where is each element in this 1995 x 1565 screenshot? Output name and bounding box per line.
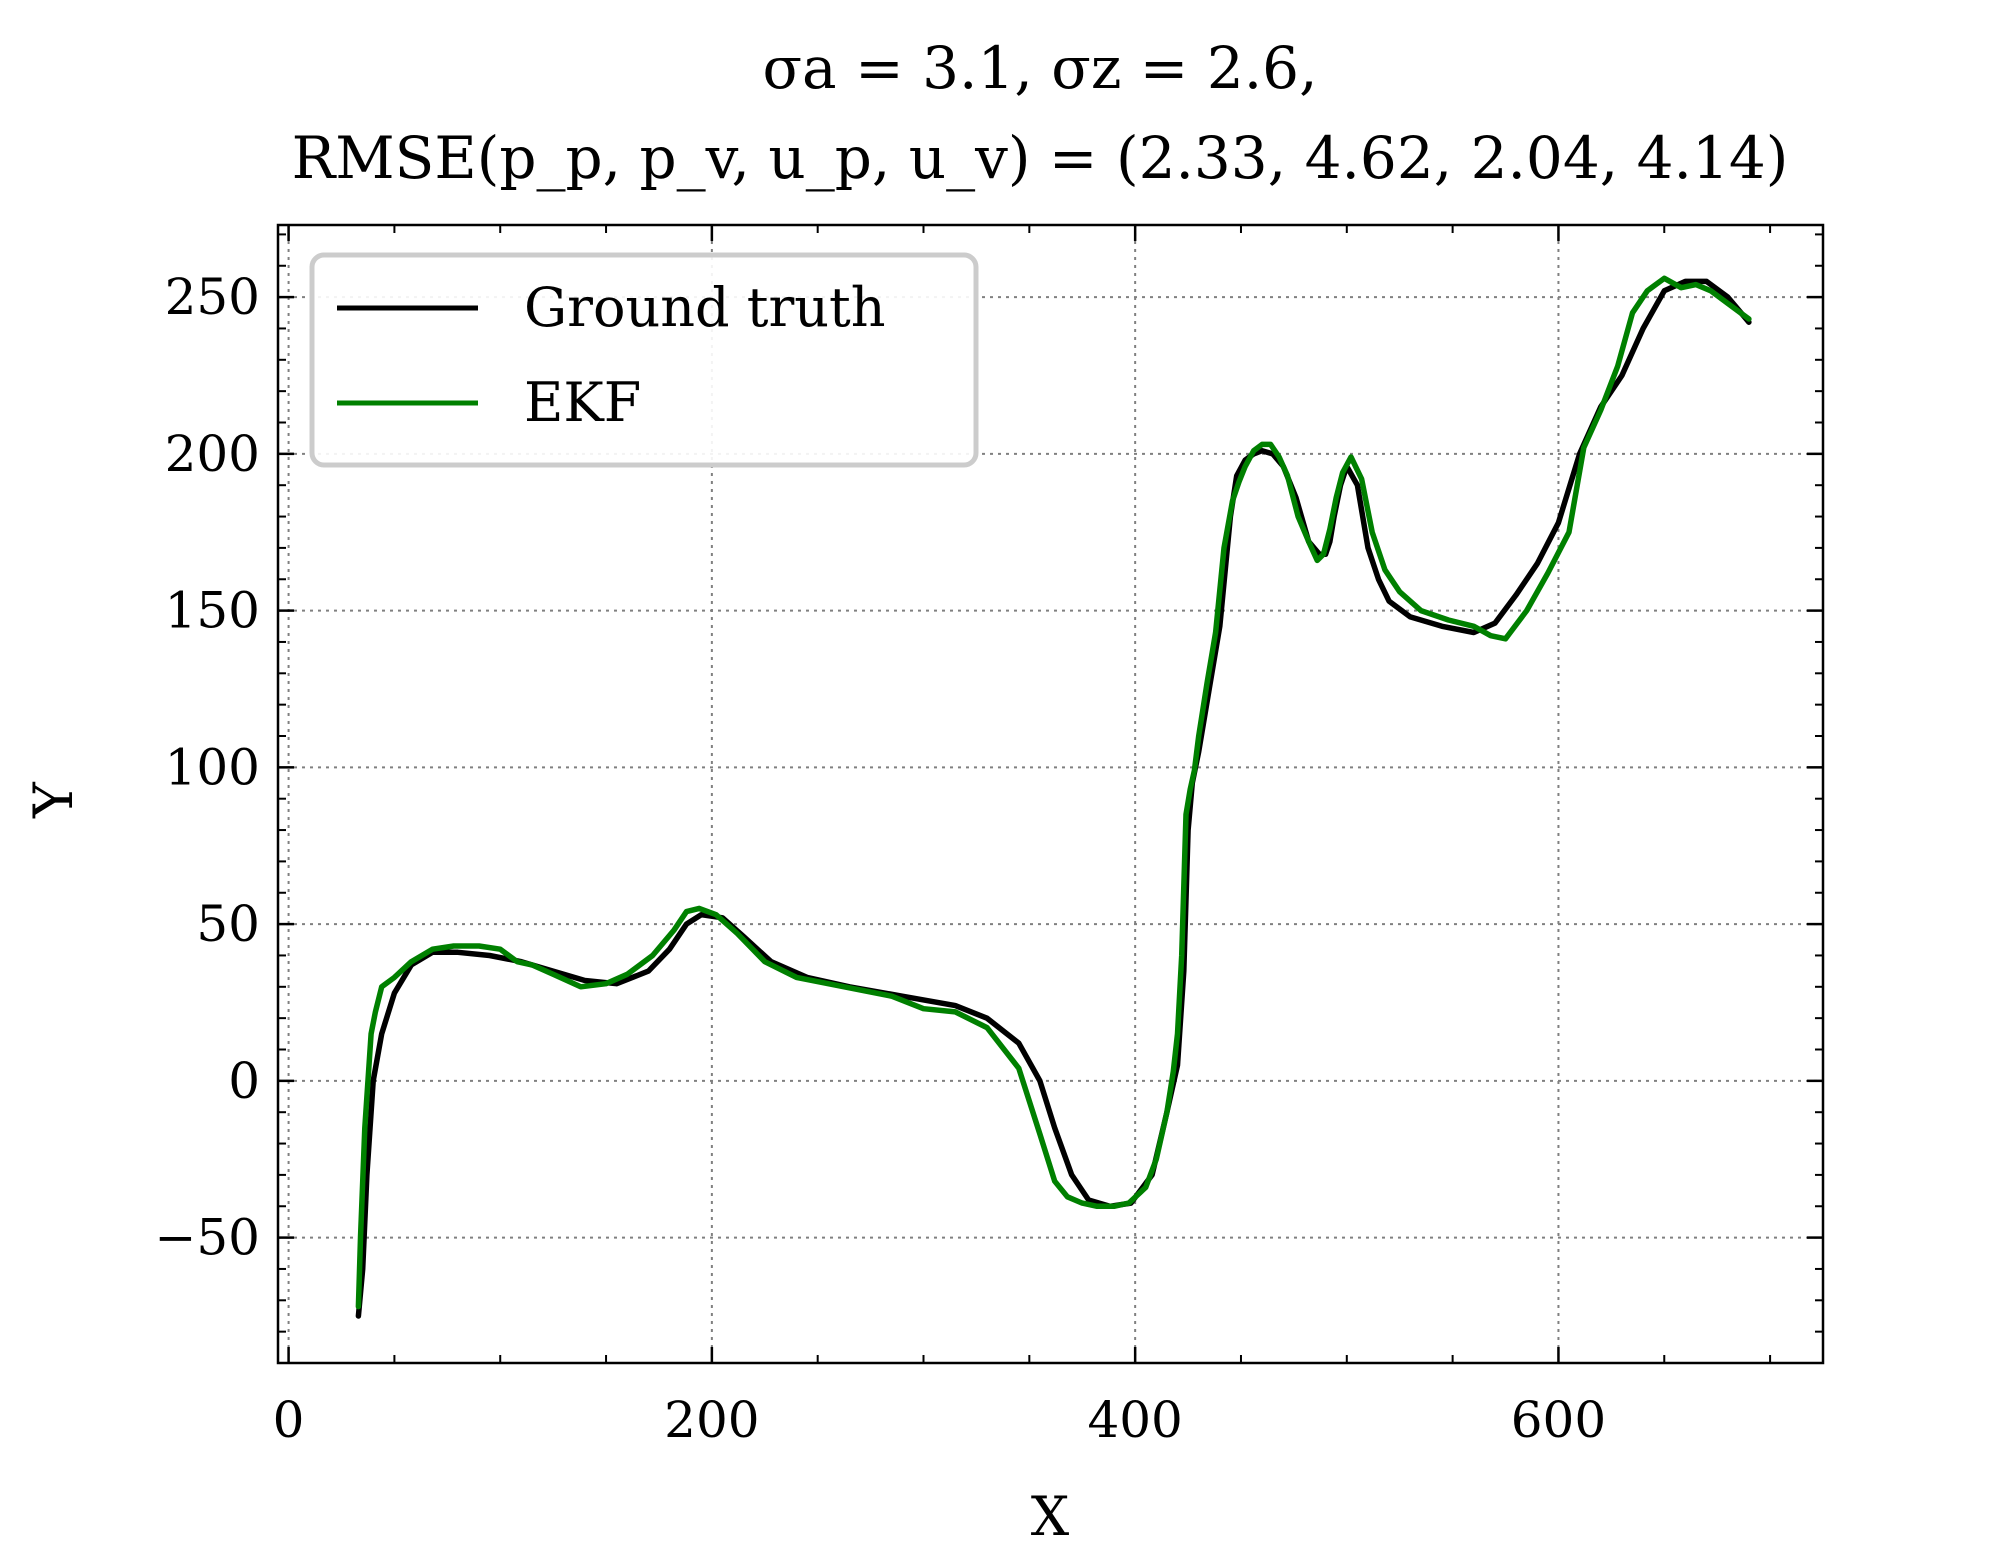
x-tick-label-1: 200 bbox=[664, 1391, 759, 1449]
legend: Ground truth EKF bbox=[309, 252, 979, 468]
x-tick-label-3: 600 bbox=[1511, 1391, 1606, 1449]
chart-title-line-1: σa = 3.1, σz = 2.6, bbox=[762, 34, 1317, 102]
y-tick-label-3: 100 bbox=[165, 738, 260, 796]
x-axis-label: X bbox=[1031, 1485, 1070, 1548]
y-tick-label-6: 250 bbox=[165, 268, 260, 326]
series-line-ekf bbox=[355, 275, 1752, 1310]
series-layer bbox=[355, 275, 1752, 1319]
legend-label-ekf: EKF bbox=[524, 371, 641, 434]
chart-title-line-2: RMSE(p_p, p_v, u_p, u_v) = (2.33, 4.62, … bbox=[292, 124, 1789, 192]
y-axis-label: Y bbox=[22, 781, 85, 819]
legend-label-ground-truth: Ground truth bbox=[524, 276, 886, 339]
y-tick-label-1: 0 bbox=[228, 1052, 260, 1110]
y-tick-label-0: −50 bbox=[154, 1209, 260, 1267]
y-tick-label-5: 200 bbox=[165, 425, 260, 483]
ticks bbox=[278, 225, 1823, 1364]
tick-labels: 0 200 400 600 −50 0 50 100 150 200 250 bbox=[154, 268, 1606, 1449]
plot-frame bbox=[276, 223, 1825, 1365]
x-tick-label-2: 400 bbox=[1087, 1391, 1182, 1449]
y-tick-label-2: 50 bbox=[196, 895, 260, 953]
x-tick-label-0: 0 bbox=[273, 1391, 305, 1449]
y-tick-label-4: 150 bbox=[165, 582, 260, 640]
